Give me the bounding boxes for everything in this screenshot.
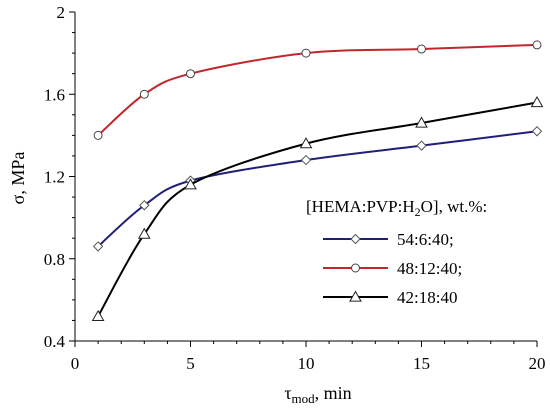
legend-title-pre: [HEMA:PVP:H [306,197,415,216]
y-tick-label: 1.6 [44,85,65,104]
x-tick-label: 10 [298,354,315,373]
circle-marker [417,44,426,54]
triangle-marker [299,137,313,149]
triangle-marker [530,95,544,108]
legend-entry: 54:6:40; [323,230,454,249]
diamond-marker [139,200,150,211]
series-line [97,43,538,137]
circle-marker [301,48,311,58]
triangle-marker [415,116,428,128]
circle-marker [532,40,542,50]
x-axis-title-subscript: mod [292,391,316,406]
circle-marker [186,69,195,79]
diamond-marker [416,140,427,151]
circle-marker [351,263,360,273]
legend-entries: 54:6:40; 48:12:40; 42:18:40 [323,230,462,307]
y-axis-title: σ, MPa [8,152,28,205]
triangle-marker [184,178,197,190]
diamond-marker [350,233,361,245]
circle-marker [139,89,149,99]
y-tick-label: 1.2 [44,168,65,187]
x-tick-label: 20 [529,354,546,373]
diamond-marker [300,154,312,166]
legend-label: 54:6:40; [397,230,454,249]
y-tick-label: 0.8 [44,250,65,269]
legend-entry: 42:18:40 [323,288,457,307]
legend-box [300,188,544,324]
legend-label: 42:18:40 [397,288,457,307]
x-axis-title-symbol: τ [284,383,291,403]
x-tick-label: 15 [413,354,430,373]
x-axis-title: τmod, min [284,383,351,406]
series-3 [91,95,544,321]
triangle-marker [349,290,362,302]
circle-marker [93,130,103,140]
y-tick-label: 0.4 [44,332,66,351]
x-axis-title-rest: , min [315,383,352,403]
legend-title: [HEMA:PVP:H2O], wt.%: [306,197,487,219]
tick-labels: 0 5 10 15 20 0.4 0.8 1.2 1.6 2 [44,3,546,373]
legend-title-post: O], wt.%: [421,197,488,216]
y-tick-label: 2 [57,3,66,22]
diamond-marker [531,126,543,137]
legend-entry: 48:12:40; [323,259,462,278]
series-2 [93,40,542,140]
axes [69,11,538,347]
diamond-marker [92,241,104,252]
triangle-marker [137,227,151,239]
series-layer [91,40,544,321]
legend-title-subscript: 2 [415,205,421,219]
x-tick-label: 0 [71,354,80,373]
triangle-marker [91,309,105,321]
legend-label: 48:12:40; [397,259,462,278]
x-tick-label: 5 [186,354,195,373]
